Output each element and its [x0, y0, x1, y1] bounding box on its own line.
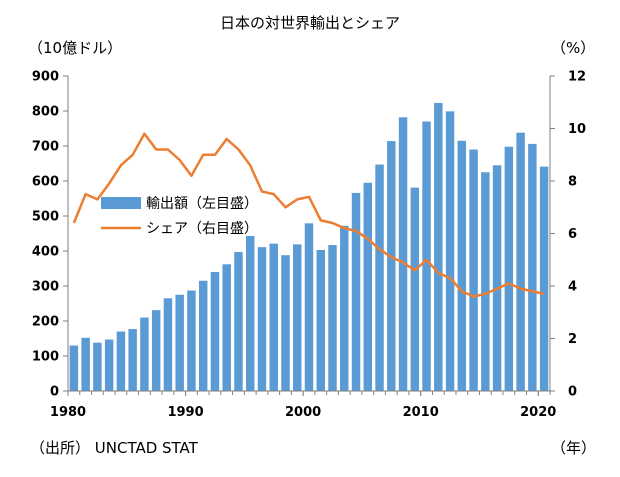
- right-tick-label-10: 10: [568, 122, 586, 137]
- bar-export-2018: [516, 132, 525, 391]
- bar-export-2011: [434, 102, 443, 391]
- bar-export-2009: [410, 187, 420, 391]
- bar-export-1998: [281, 255, 290, 391]
- bar-export-2016: [492, 165, 502, 391]
- bar-export-1986: [140, 317, 149, 391]
- left-tick-label-0: 0: [50, 385, 59, 400]
- left-tick-label-200: 200: [32, 315, 59, 330]
- right-tick-label-8: 8: [568, 175, 577, 190]
- plot-area: 0 100 200 300 400 500 600 700 800 900 0 2 4 6 8 10 12 198…: [32, 70, 586, 421]
- bar-export-1981: [81, 337, 90, 391]
- bar-export-1995: [245, 235, 255, 391]
- bar-export-1991: [198, 280, 208, 391]
- legend-label-bar: 輸出額（左目盛）: [146, 196, 258, 212]
- bar-export-2013: [457, 140, 467, 391]
- bar-export-1990: [187, 290, 196, 391]
- line-share: [72, 132, 545, 298]
- bar-export-2005: [363, 182, 373, 391]
- bar-export-1983: [104, 339, 114, 391]
- source-note: （出所） UNCTAD STAT: [30, 439, 199, 457]
- bar-export-2020: [539, 166, 549, 391]
- bar-export-2006: [375, 164, 384, 391]
- left-tick-label-800: 800: [32, 105, 59, 120]
- bar-export-2004: [351, 192, 361, 391]
- x-axis-unit: （年）: [551, 439, 596, 457]
- bar-export-1989: [175, 294, 184, 391]
- bar-export-2007: [387, 141, 396, 391]
- x-tick-label-2020: 2020: [520, 405, 556, 420]
- bar-export-2008: [398, 117, 408, 392]
- legend-label-line: シェア（右目盛）: [146, 221, 258, 237]
- bar-export-2010: [422, 121, 431, 391]
- left-tick-label-100: 100: [32, 350, 59, 365]
- left-tick-label-300: 300: [32, 280, 59, 295]
- left-tick-label-900: 900: [32, 70, 59, 85]
- bar-export-2001: [316, 249, 325, 391]
- right-tick-label-2: 2: [568, 332, 577, 347]
- left-tick-label-500: 500: [32, 210, 59, 225]
- left-tick-label-400: 400: [32, 245, 59, 260]
- bar-export-1996: [257, 247, 267, 391]
- bar-export-1987: [151, 310, 161, 391]
- legend-swatch-bar: [101, 197, 141, 209]
- x-tick-label-2010: 2010: [403, 405, 439, 420]
- bar-export-2003: [340, 225, 349, 391]
- bar-export-2002: [328, 245, 337, 391]
- bar-export-1984: [116, 331, 126, 391]
- right-tick-label-6: 6: [568, 227, 577, 242]
- bar-export-1982: [93, 342, 102, 391]
- x-tick-label-2000: 2000: [285, 405, 321, 420]
- x-tick-label-1990: 1990: [167, 405, 203, 420]
- bar-export-2015: [481, 172, 490, 391]
- x-tick-label-1980: 1980: [50, 405, 86, 420]
- bar-export-2000: [304, 223, 314, 391]
- bar-export-1999: [293, 244, 302, 391]
- left-tick-label-700: 700: [32, 140, 59, 155]
- bar-export-1985: [128, 329, 137, 391]
- bar-export-1980: [69, 345, 79, 391]
- bar-export-1988: [163, 298, 173, 391]
- bar-export-1997: [269, 243, 278, 391]
- bar-export-2017: [504, 146, 514, 391]
- bar-export-2014: [469, 149, 478, 391]
- chart-title: 日本の対世界輸出とシェア: [220, 14, 400, 32]
- bar-export-2012: [445, 111, 455, 391]
- legend: 輸出額（左目盛） シェア（右目盛）: [101, 196, 258, 237]
- bar-export-1992: [210, 272, 220, 391]
- bar-export-2019: [528, 143, 537, 391]
- bar-export-1994: [234, 252, 243, 391]
- right-tick-label-12: 12: [568, 70, 586, 85]
- bar-export-1993: [222, 264, 231, 391]
- left-axis-unit: （10億ドル）: [28, 39, 122, 57]
- right-axis-unit: （%）: [551, 39, 595, 57]
- right-tick-label-4: 4: [568, 280, 577, 295]
- left-tick-label-600: 600: [32, 175, 59, 190]
- right-tick-label-0: 0: [568, 385, 577, 400]
